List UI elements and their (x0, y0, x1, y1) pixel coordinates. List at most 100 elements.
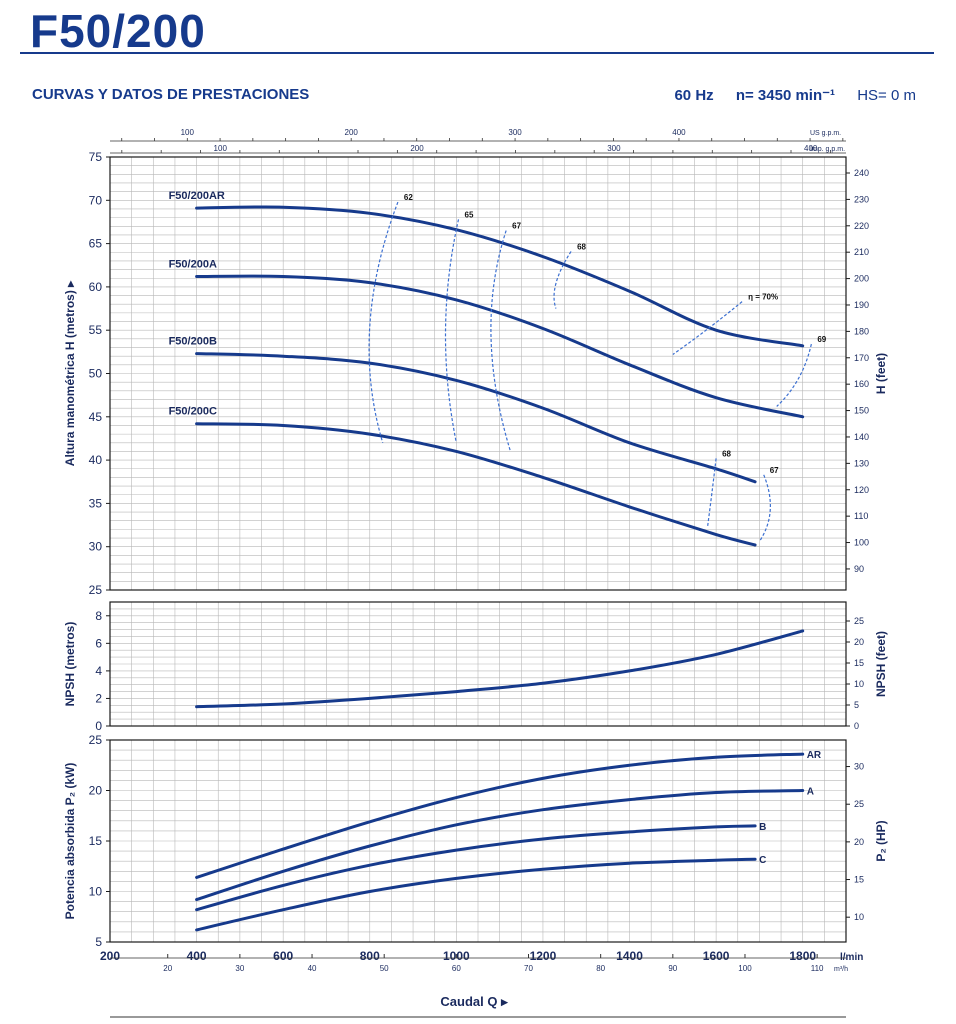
head-ylabel: Altura manométrica H (metros) ▸ (63, 280, 77, 466)
series-label: F50/200A (169, 259, 217, 271)
head-rtick-label: 180 (854, 326, 869, 336)
head-ytick-label: 50 (89, 367, 103, 381)
power-ytick-label: 5 (95, 935, 102, 949)
head-rtick-label: 230 (854, 194, 869, 204)
power-series-a (195, 789, 805, 902)
head-rtick-label: 240 (854, 168, 869, 178)
m3h-tick-label: 40 (308, 964, 317, 973)
head-rtick-label: 100 (854, 538, 869, 548)
page-title: F50/200 (30, 5, 206, 57)
npsh-ylabel-right: NPSH (feet) (874, 631, 888, 697)
npsh-rtick-label: 0 (854, 721, 859, 731)
efficiency-isoline (758, 474, 771, 542)
head-ytick-label: 60 (89, 280, 103, 294)
m3h-tick-label: 70 (524, 964, 533, 973)
head-rtick-label: 190 (854, 300, 869, 310)
power-ytick-label: 20 (89, 784, 103, 798)
head-ytick-label: 65 (89, 237, 103, 251)
power-series-b (195, 824, 757, 912)
hs-label: HS= 0 m (857, 87, 916, 104)
head-ytick-label: 55 (89, 323, 103, 337)
head-ytick-label: 35 (89, 496, 103, 510)
efficiency-label: 65 (465, 210, 474, 219)
efficiency-isoline (553, 251, 572, 309)
head-series-f50-200b (195, 352, 757, 484)
x-tick-label: 1600 (703, 949, 730, 963)
m3h-tick-label: 30 (235, 964, 244, 973)
m3h-tick-label: 110 (811, 964, 824, 973)
npsh-ytick-label: 6 (95, 636, 102, 650)
operating-conditions: 60 Hz n= 3450 min⁻¹ HS= 0 m (674, 86, 916, 104)
head-series-f50-200c (195, 422, 757, 547)
efficiency-label: 69 (817, 335, 826, 344)
head-rtick-label: 150 (854, 406, 869, 416)
npsh-rtick-label: 25 (854, 616, 864, 626)
npsh-rtick-label: 10 (854, 679, 864, 689)
efficiency-label: 68 (722, 449, 731, 458)
imp-gpm-tick-label: 400 (804, 144, 818, 153)
efficiency-label: 67 (770, 466, 779, 475)
npsh-rtick-label: 20 (854, 637, 864, 647)
npsh-series-npsh (195, 629, 805, 709)
head-rtick-label: 200 (854, 274, 869, 284)
head-rtick-label: 160 (854, 379, 869, 389)
power-rtick-label: 10 (854, 912, 864, 922)
power-series-c (195, 857, 757, 932)
x-tick-label: 1200 (530, 949, 557, 963)
power-ytick-label: 10 (89, 885, 103, 899)
efficiency-isoline (706, 458, 717, 528)
npsh-ytick-label: 8 (95, 609, 102, 623)
x-tick-label: 200 (100, 949, 120, 963)
series-label: F50/200B (169, 336, 217, 348)
head-ytick-label: 25 (89, 583, 103, 597)
head-rtick-label: 210 (854, 247, 869, 257)
power-ylabel-right: P₂ (HP) (874, 820, 888, 861)
power-rtick-label: 25 (854, 799, 864, 809)
title-rule (20, 52, 934, 54)
power-series-ar (195, 752, 805, 879)
head-rtick-label: 130 (854, 458, 869, 468)
npsh-rtick-label: 15 (854, 658, 864, 668)
head-series-f50-200ar (195, 205, 805, 348)
x-tick-label: 1400 (616, 949, 643, 963)
efficiency-isoline (368, 201, 399, 443)
npsh-ytick-label: 0 (95, 719, 102, 733)
power-ylabel: Potencia absorbida P₂ (kW) (63, 763, 77, 920)
us-gpm-tick-label: 400 (672, 128, 686, 137)
efficiency-label: η = 70% (748, 293, 778, 302)
x-tick-label: 600 (273, 949, 293, 963)
x-tick-label: 400 (187, 949, 207, 963)
x-unit-label: l/min (840, 952, 863, 963)
frequency-label: 60 Hz (674, 87, 714, 104)
npsh-ytick-label: 2 (95, 691, 102, 705)
series-label: F50/200AR (169, 190, 225, 202)
series-label: C (759, 855, 766, 866)
x-tick-label: 1800 (789, 949, 816, 963)
x-axis-title: Caudal Q ▸ (440, 994, 509, 1009)
efficiency-label: 67 (512, 222, 521, 231)
us-gpm-tick-label: 300 (508, 128, 522, 137)
head-ytick-label: 45 (89, 410, 103, 424)
speed-label: n= 3450 min⁻¹ (735, 87, 836, 104)
m3h-tick-label: 80 (596, 964, 605, 973)
series-label: A (807, 787, 814, 798)
m3h-tick-label: 100 (738, 964, 752, 973)
efficiency-isoline (444, 219, 460, 443)
section-subtitle: CURVAS Y DATOS DE PRESTACIONES (32, 86, 310, 103)
imp-gpm-tick-label: 200 (410, 144, 424, 153)
npsh-ylabel: NPSH (metros) (63, 622, 77, 707)
series-label: F50/200C (169, 406, 217, 418)
head-series-f50-200a (195, 274, 805, 419)
x-tick-label: 800 (360, 949, 380, 963)
efficiency-label: 62 (404, 193, 413, 202)
m3h-tick-label: 50 (380, 964, 389, 973)
head-rtick-label: 220 (854, 221, 869, 231)
us-gpm-tick-label: 100 (181, 128, 195, 137)
us-gpm-tick-label: 200 (345, 128, 359, 137)
head-rtick-label: 90 (854, 564, 864, 574)
power-rtick-label: 30 (854, 762, 864, 772)
m3h-tick-label: 90 (668, 964, 677, 973)
series-label: AR (807, 750, 822, 761)
us-gpm-unit-label: US g.p.m. (810, 130, 841, 137)
